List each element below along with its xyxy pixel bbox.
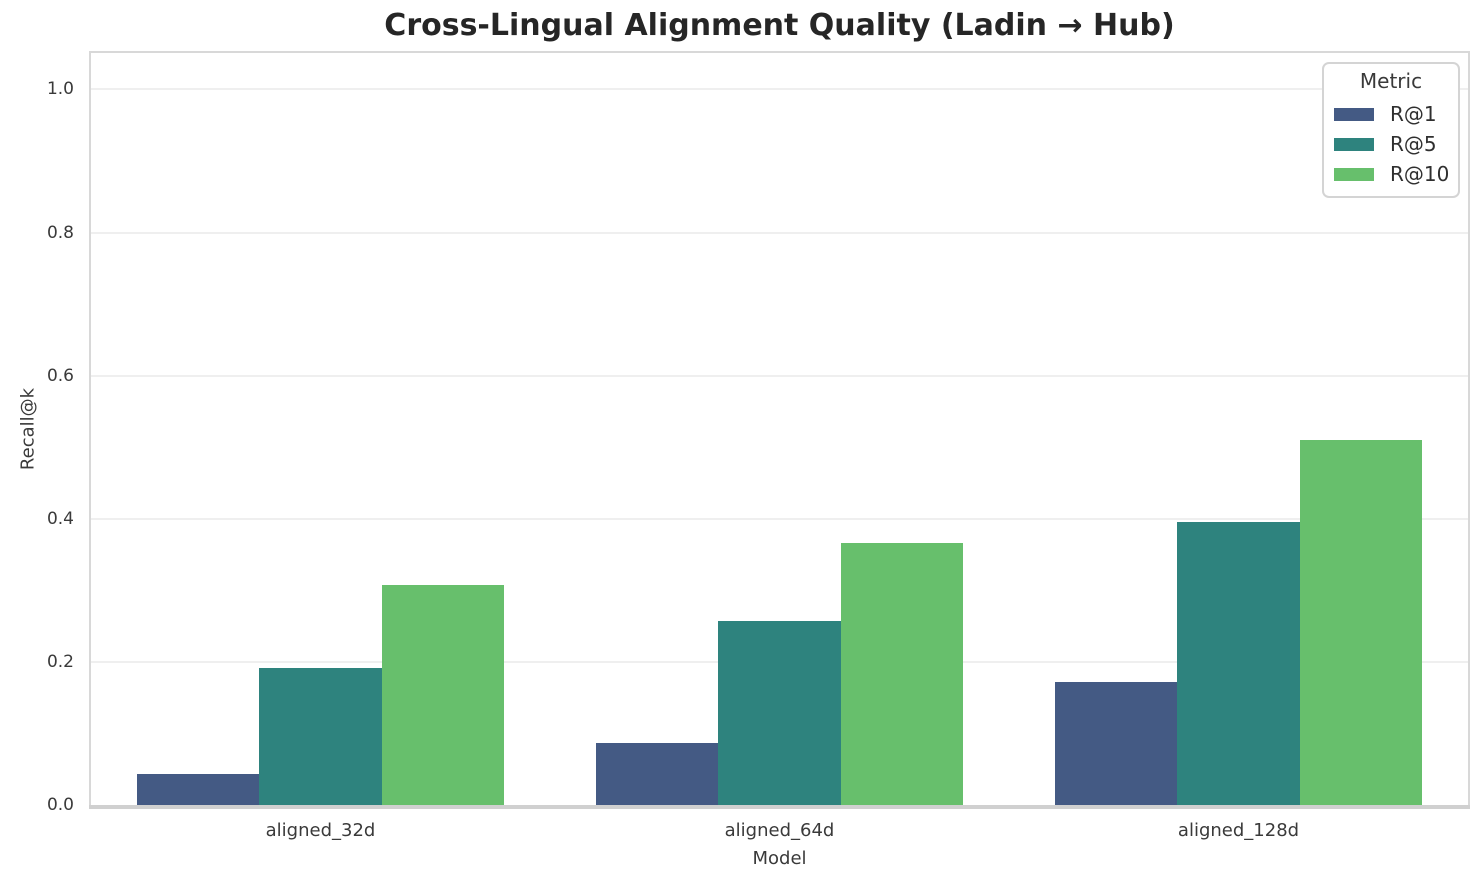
x-axis-label: Model [752, 848, 807, 869]
x-tick-label-aligned-128d: aligned_128d [1177, 820, 1300, 841]
gridline [91, 231, 1468, 234]
legend-swatch-r-1 [1334, 107, 1374, 121]
legend-title: Metric [1359, 69, 1423, 93]
y-tick-label: 0.4 [46, 508, 74, 529]
legend-items: R@1 R@5 R@10 [1332, 99, 1450, 189]
plot-area [91, 53, 1468, 805]
y-tick-label: 0.0 [46, 795, 74, 815]
bar-r-5-aligned-128d [1177, 521, 1300, 805]
plot-border-right [1468, 51, 1470, 807]
bar-r-5-aligned-64d [718, 621, 841, 805]
legend-swatch-r-5 [1334, 137, 1374, 151]
y-tick-label: 0.6 [46, 365, 74, 386]
y-tick-label: 1.0 [46, 79, 74, 100]
plot-border-left [89, 51, 91, 807]
chart-title: Cross-Lingual Alignment Quality (Ladin →… [384, 8, 1175, 43]
x-tick-label-aligned-32d: aligned_32d [265, 820, 376, 841]
gridline [91, 88, 1468, 91]
legend-swatch-r-10 [1334, 167, 1374, 181]
bar-r-1-aligned-32d [136, 773, 260, 805]
legend-item-label: R@5 [1390, 132, 1437, 156]
legend-item-r-1: R@1 [1332, 99, 1450, 129]
bar-r-10-aligned-64d [840, 543, 964, 805]
bar-r-1-aligned-64d [595, 742, 719, 805]
y-tick-label: 0.8 [46, 222, 74, 243]
x-tick-label-aligned-64d: aligned_64d [724, 820, 835, 841]
gridline [91, 374, 1468, 377]
bar-r-5-aligned-32d [259, 667, 382, 805]
legend: Metric R@1 R@5 R@10 [1322, 62, 1460, 198]
x-axis-line [89, 805, 1470, 809]
plot-border-top [89, 51, 1470, 53]
y-axis-label: Recall@k [17, 387, 39, 471]
legend-item-r-10: R@10 [1332, 159, 1450, 189]
bar-r-10-aligned-32d [381, 585, 505, 805]
gridline [91, 517, 1468, 520]
bar-r-1-aligned-128d [1054, 681, 1178, 805]
legend-item-r-5: R@5 [1332, 129, 1450, 159]
legend-item-label: R@10 [1390, 162, 1450, 186]
bar-r-10-aligned-128d [1299, 440, 1423, 805]
legend-item-label: R@1 [1390, 102, 1437, 126]
y-tick-label: 0.2 [46, 651, 74, 672]
